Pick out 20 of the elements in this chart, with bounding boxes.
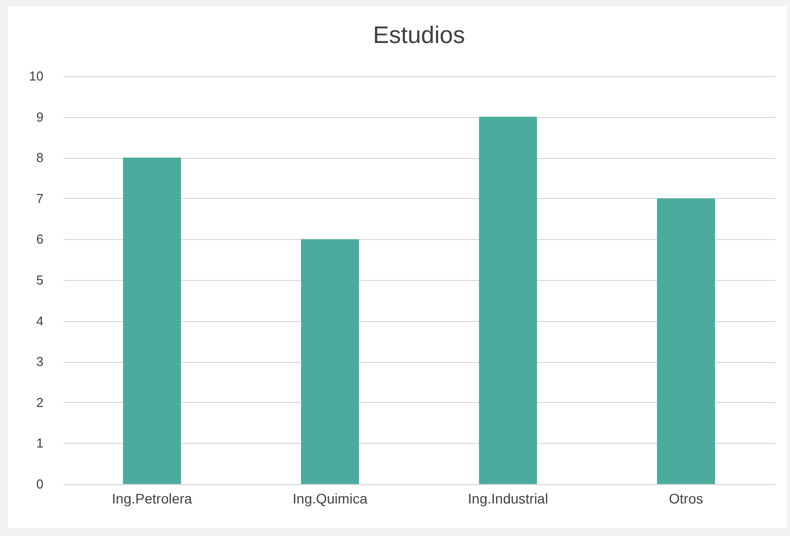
bar xyxy=(657,198,715,484)
y-tick-label: 3 xyxy=(36,354,44,370)
y-tick-label: 6 xyxy=(36,232,44,247)
y-tick-label: 5 xyxy=(36,272,44,288)
bar xyxy=(123,158,181,484)
y-tick-label: 8 xyxy=(36,150,44,166)
y-tick-label: 10 xyxy=(29,68,44,84)
y-tick-label: 0 xyxy=(36,476,44,492)
y-tick-label: 2 xyxy=(36,394,44,410)
y-tick-label: 1 xyxy=(36,436,44,451)
bar xyxy=(479,116,537,484)
chart-title: Estudios xyxy=(372,22,466,49)
y-tick-label: 9 xyxy=(36,109,44,124)
y-tick-label: 4 xyxy=(36,313,44,328)
bar xyxy=(301,239,359,484)
x-tick-label: Ing.Industrial xyxy=(468,490,548,506)
x-tick-label: Otros xyxy=(668,490,704,506)
x-tick-label: Ing.Petrolera xyxy=(112,490,192,506)
y-tick-label: 7 xyxy=(36,190,44,206)
x-tick-label: Ing.Quimica xyxy=(292,490,368,506)
